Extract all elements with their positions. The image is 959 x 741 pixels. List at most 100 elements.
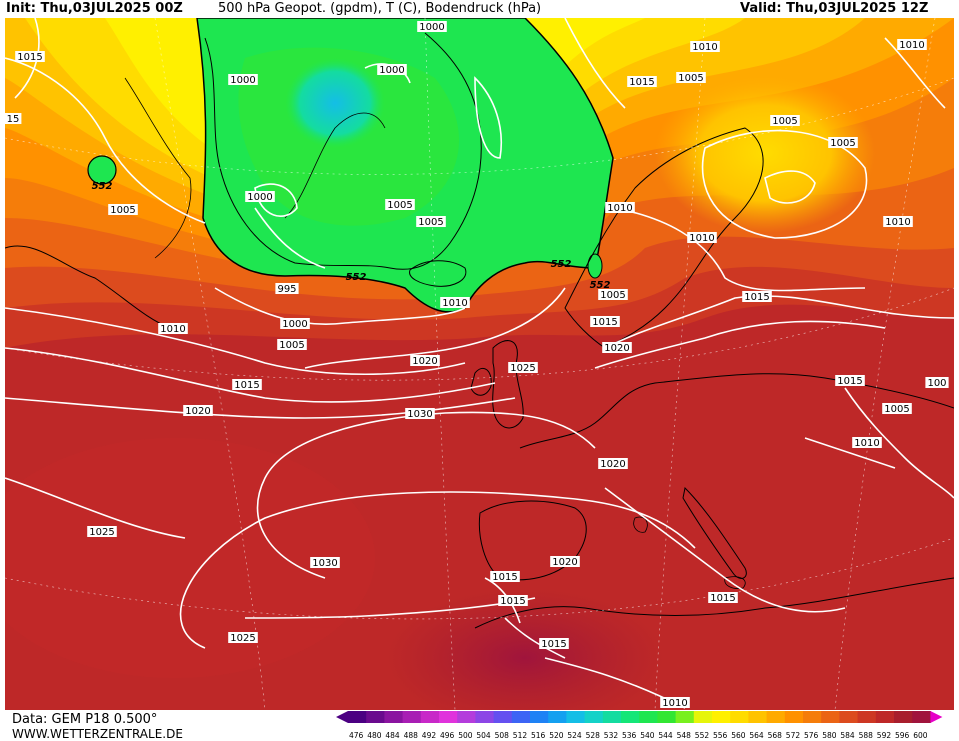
legend-swatch [621, 711, 640, 723]
isobar-label-bg [228, 74, 258, 85]
legend-swatch [602, 711, 622, 723]
legend-value: 484 [385, 731, 400, 740]
north-africa-coast [474, 577, 954, 629]
isobar-label: 1020 [185, 406, 210, 417]
isobar-label: 1015 [629, 77, 654, 88]
isobar-label-bg [828, 137, 858, 148]
legend-swatch [894, 711, 913, 723]
isobar-label-bg [925, 377, 949, 388]
map-title: 500 hPa Geopot. (gpdm), T (C), Bodendruc… [218, 1, 542, 16]
isobar-labels: 1015 1000 1000 1000 1010 1015 1005 1010 15 1005 10… [5, 21, 949, 709]
isobar-label-bg [598, 458, 628, 469]
isobar-label-bg [770, 115, 800, 126]
legend-value: 548 [677, 731, 692, 740]
geopotential-labels: 552 552 552 552 [92, 181, 611, 291]
isobar-label-bg [245, 191, 275, 202]
italy [682, 486, 747, 579]
legend-swatch [511, 711, 531, 723]
isobar-label: 1005 [600, 290, 625, 301]
isobar-label-bg [310, 557, 340, 568]
isobar-label: 1000 [419, 22, 444, 33]
isobar-label-bg [417, 21, 447, 32]
isobar-label-bg [882, 403, 912, 414]
isobar-label: 1030 [312, 558, 337, 569]
legend-arrow-right [930, 711, 943, 723]
isobar-label: 1030 [407, 409, 432, 420]
legend-swatch [439, 711, 458, 723]
isobar-label-bg [550, 556, 580, 567]
isobar-label: 1005 [387, 200, 412, 211]
map-canvas: 1015 1000 1000 1000 1010 1015 1005 1010 15 1005 10… [5, 18, 954, 710]
isobar-label: 1005 [772, 116, 797, 127]
legend-swatch [821, 711, 840, 723]
init-time: Init: Thu,03JUL2025 00Z [6, 1, 183, 16]
legend-swatch [420, 711, 440, 723]
isobar-label: 1015 [500, 596, 525, 607]
legend-swatch [639, 711, 658, 723]
isobar-label: 1000 [282, 319, 307, 330]
legend-swatch [857, 711, 877, 723]
isobar-label: 1015 [492, 572, 517, 583]
isobar-label: 1015 [710, 593, 735, 604]
legend-swatch [748, 711, 768, 723]
isobars [5, 18, 954, 709]
isobar-label-bg [676, 72, 706, 83]
legend-value: 480 [367, 731, 382, 740]
isobar-label-bg [228, 632, 258, 643]
isobar-label-bg [183, 405, 213, 416]
europe-coast [519, 373, 954, 449]
legend-swatch [566, 711, 586, 723]
isobar-label: 1015 [744, 292, 769, 303]
isobar-label: 1020 [412, 356, 437, 367]
legend-value: 552 [695, 731, 710, 740]
isobar-label: 1005 [279, 340, 304, 351]
legend-value: 600 [913, 731, 928, 740]
isobar-label: 1010 [854, 438, 879, 449]
sardinia-corsica [633, 516, 648, 533]
isobar-label: 1000 [230, 75, 255, 86]
isobar-label: 995 [277, 284, 296, 295]
legend-value: 588 [859, 731, 874, 740]
isobar-label-bg [605, 202, 635, 213]
isobar-label-bg [897, 39, 927, 50]
isobar-label-bg [410, 355, 440, 366]
trough-cold-core [285, 58, 385, 148]
isobar-label-bg [5, 113, 22, 124]
legend-value: 592 [877, 731, 892, 740]
geopotential-label: 552 [92, 181, 113, 192]
isobar-label-bg [405, 408, 435, 419]
isobar-label-bg [277, 339, 307, 350]
legend-swatch [384, 711, 404, 723]
legend-value: 572 [786, 731, 801, 740]
legend-value: 520 [549, 731, 564, 740]
isobar-label-bg [598, 289, 628, 300]
isobar-label-bg [883, 216, 913, 227]
isobar-label: 1010 [662, 698, 687, 709]
isobar-label-bg [87, 526, 117, 537]
legend-swatch [912, 711, 931, 723]
isobar-label-bg [627, 76, 657, 87]
legend-swatch [784, 711, 804, 723]
legend-swatch [803, 711, 822, 723]
legend-swatch [475, 711, 495, 723]
isobar-label: 1015 [541, 639, 566, 650]
graticule [5, 18, 954, 710]
isobar-label: 1010 [885, 217, 910, 228]
legend-swatch [584, 711, 604, 723]
isobar-label-bg [490, 571, 520, 582]
sicily [724, 576, 746, 589]
isobar-label-bg [687, 232, 717, 243]
isobar-label-bg [232, 379, 262, 390]
isobar-label-bg [158, 323, 188, 334]
legend-value: 532 [604, 731, 619, 740]
map-header: Init: Thu,03JUL2025 00Z 500 hPa Geopot. … [0, 0, 959, 18]
isobar-label: 1015 [17, 52, 42, 63]
legend-swatch [657, 711, 677, 723]
isobar-label-bg [508, 362, 538, 373]
legend-swatch [366, 711, 385, 723]
color-legend: 476 480 484 488 492 496 500 504 508 512 516 520 524 5… [336, 711, 943, 740]
isobar-label: 1005 [678, 73, 703, 84]
legend-value: 544 [658, 731, 673, 740]
legend-value: 596 [895, 731, 910, 740]
legend-swatch [457, 711, 476, 723]
